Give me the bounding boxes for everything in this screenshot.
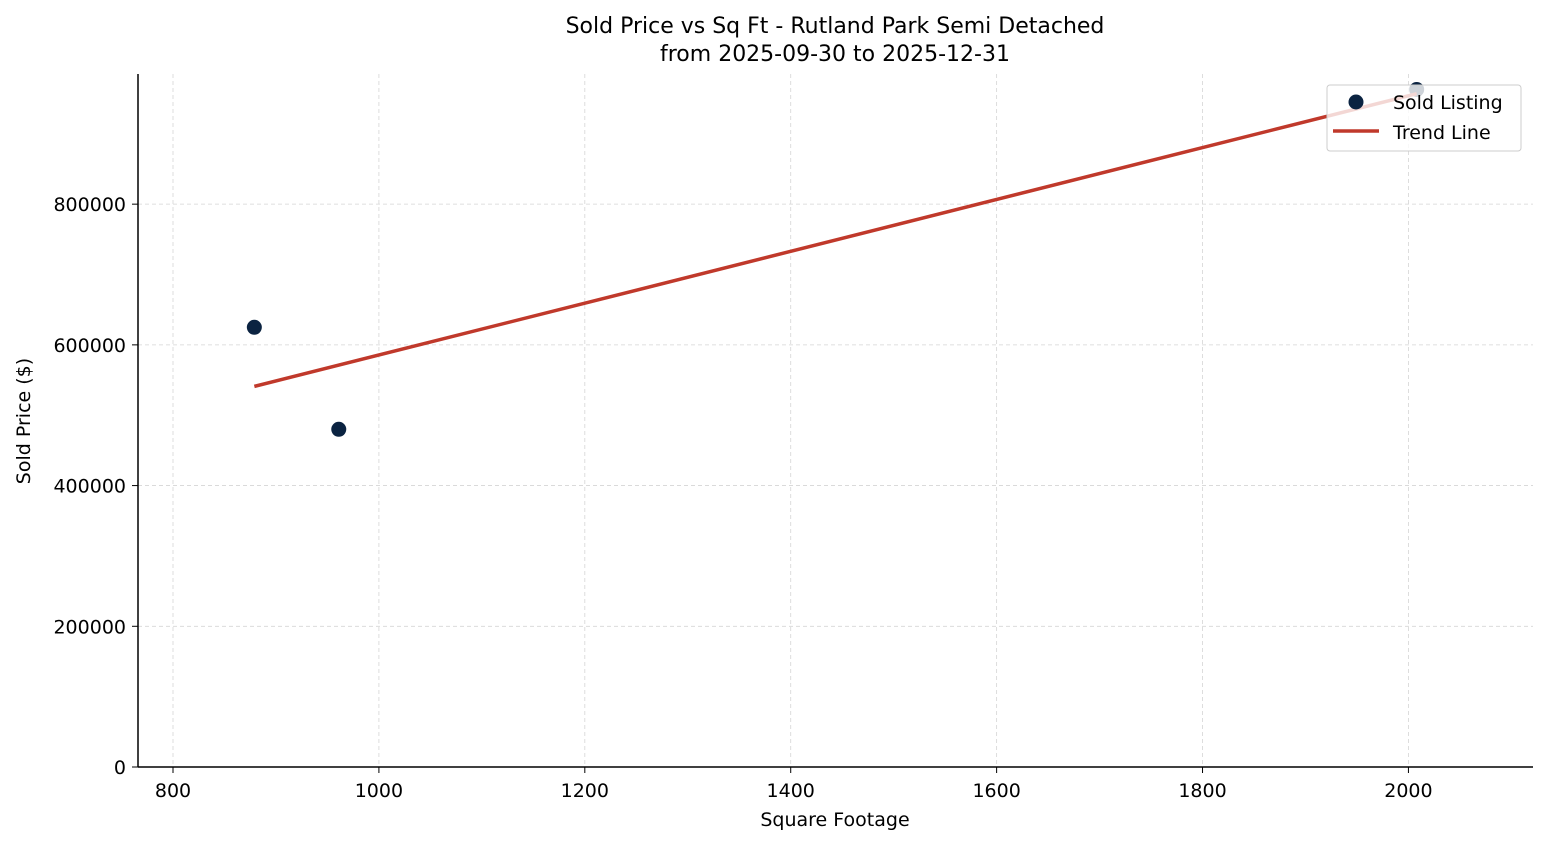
chart-title: Sold Price vs Sq Ft - Rutland Park Semi … [566, 14, 1105, 39]
ticks: 800 1000 1200 1400 1600 1800 2000 0 200000 400000… [53, 194, 1432, 802]
x-tick-label: 1800 [1178, 780, 1226, 802]
y-tick-label: 200000 [53, 616, 126, 638]
legend-label-sold-listing: Sold Listing [1393, 92, 1503, 114]
data-point [331, 421, 347, 437]
chart-subtitle: from 2025-09-30 to 2025-12-31 [660, 42, 1010, 67]
x-tick-label: 1000 [355, 780, 403, 802]
legend-marker-sold-listing [1348, 94, 1364, 110]
y-tick-label: 600000 [53, 335, 126, 357]
x-tick-label: 1200 [561, 780, 609, 802]
trend-line [253, 92, 1418, 389]
legend-label-trend-line: Trend Line [1392, 122, 1491, 144]
x-tick-label: 2000 [1384, 780, 1432, 802]
x-tick-label: 1400 [767, 780, 815, 802]
legend: Sold Listing Trend Line [1326, 84, 1522, 152]
x-tick-label: 800 [155, 780, 191, 802]
y-tick-label: 0 [114, 757, 126, 779]
y-axis-label: Sold Price ($) [13, 358, 35, 484]
plot-marks [246, 81, 1425, 437]
grid [138, 74, 1533, 767]
x-axis-label: Square Footage [760, 809, 909, 831]
y-tick-label: 800000 [53, 194, 126, 216]
data-point [246, 319, 262, 335]
x-tick-label: 1600 [972, 780, 1020, 802]
y-tick-label: 400000 [53, 476, 126, 498]
